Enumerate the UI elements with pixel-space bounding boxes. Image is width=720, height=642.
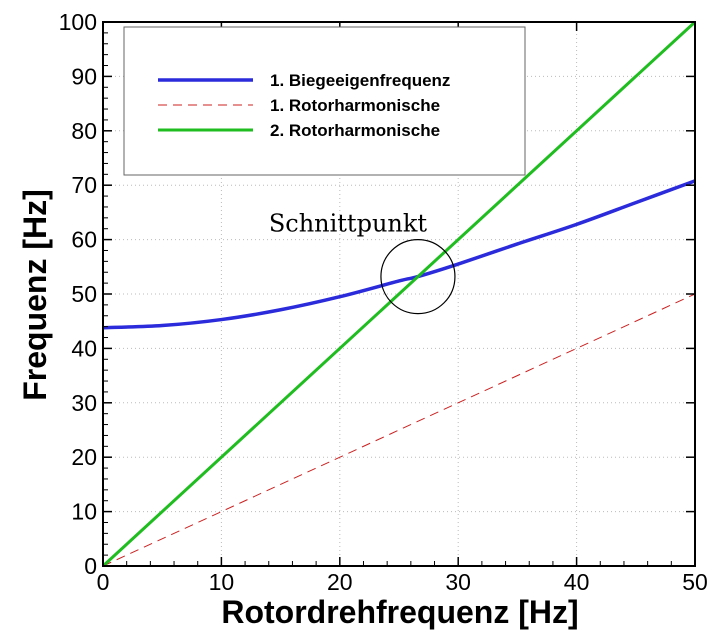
axis-ticks: 0 10 20 30 40 50 0 10 20 30 40 50 60 70 80 90 100 bbox=[59, 9, 708, 595]
x-tick-label: 50 bbox=[682, 569, 708, 595]
intersection-circle bbox=[380, 238, 456, 315]
x-tick-label: 0 bbox=[97, 569, 110, 595]
series-line-3 bbox=[101, 20, 697, 568]
y-tick-label: 10 bbox=[71, 499, 97, 525]
plot-series bbox=[101, 20, 697, 568]
y-axis-title: Frequenz [Hz] bbox=[17, 189, 53, 401]
x-tick-label: 30 bbox=[445, 569, 471, 595]
x-axis-title: Rotordrehfrequenz [Hz] bbox=[221, 594, 578, 630]
annotation: Schnittpunkt bbox=[269, 210, 456, 315]
x-tick-label: 40 bbox=[564, 569, 590, 595]
x-tick-label: 10 bbox=[209, 569, 235, 595]
x-tick-label: 20 bbox=[327, 569, 353, 595]
y-tick-label: 30 bbox=[71, 390, 97, 416]
legend: 1. Biegeeigenfrequenz 1. Rotorharmonisch… bbox=[123, 26, 526, 176]
y-tick-label: 60 bbox=[71, 227, 97, 253]
legend-box bbox=[123, 26, 526, 176]
y-tick-label: 50 bbox=[71, 281, 97, 307]
y-tick-label: 70 bbox=[71, 172, 97, 198]
series-line-2 bbox=[102, 293, 696, 567]
y-tick-label: 0 bbox=[84, 553, 97, 579]
legend-label-3: 2. Rotorharmonische bbox=[270, 121, 440, 140]
y-tick-label: 20 bbox=[71, 444, 97, 470]
legend-label-1: 1. Biegeeigenfrequenz bbox=[270, 71, 450, 90]
y-tick-label: 40 bbox=[71, 335, 97, 361]
y-tick-label: 100 bbox=[59, 9, 97, 35]
y-tick-label: 90 bbox=[71, 63, 97, 89]
series-line-1 bbox=[102, 179, 696, 330]
annotation-label: Schnittpunkt bbox=[269, 210, 428, 238]
legend-label-2: 1. Rotorharmonische bbox=[270, 96, 440, 115]
y-tick-label: 80 bbox=[71, 118, 97, 144]
